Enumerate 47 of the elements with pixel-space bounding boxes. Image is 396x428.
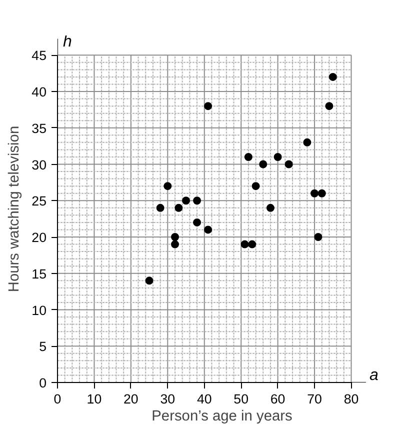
point [284, 160, 293, 168]
point [171, 240, 179, 248]
y-tick-label: 10 [32, 302, 47, 318]
text: a [369, 367, 378, 384]
x-tick-label: 10 [86, 392, 102, 406]
x-tick-label: 60 [270, 392, 286, 406]
y-tick-label: 5 [39, 339, 47, 354]
point [164, 182, 172, 190]
point [193, 196, 202, 205]
point [156, 204, 164, 212]
x-tick-label: 80 [344, 392, 359, 406]
point [193, 218, 202, 226]
y-tick-label: 20 [32, 230, 47, 246]
y-tick-label: 35 [32, 120, 47, 136]
point [182, 196, 190, 205]
point [248, 240, 256, 248]
point [314, 233, 322, 241]
x-tick-label: 50 [234, 392, 249, 406]
y-tick-label: 45 [32, 48, 47, 64]
point [303, 138, 312, 146]
x-tick-label: 0 [54, 392, 62, 406]
point [259, 160, 268, 168]
point [266, 204, 274, 212]
point [145, 276, 154, 285]
x-tick-label: 70 [307, 392, 322, 406]
point [328, 72, 337, 81]
x-tick-label: 30 [160, 392, 176, 406]
point [325, 102, 334, 110]
point [252, 182, 260, 190]
y-tick-label: 30 [32, 157, 47, 172]
y-tick-label: 25 [32, 194, 47, 209]
point [244, 152, 252, 161]
x-axis-title: Person’s age in years [152, 408, 292, 424]
point [174, 204, 183, 212]
y-axis-title: Hours watching television [6, 126, 23, 292]
point [204, 226, 212, 234]
point [310, 189, 319, 198]
x-tick-label: 40 [196, 392, 212, 406]
x-tick-label: 20 [124, 392, 138, 406]
y-tick-label: 40 [32, 84, 47, 100]
y-tick-label: 15 [32, 266, 47, 282]
y-tick-label: 0 [39, 376, 47, 390]
point [204, 102, 212, 110]
point [318, 189, 326, 198]
point [171, 233, 179, 241]
point [240, 240, 249, 248]
point [274, 152, 282, 161]
